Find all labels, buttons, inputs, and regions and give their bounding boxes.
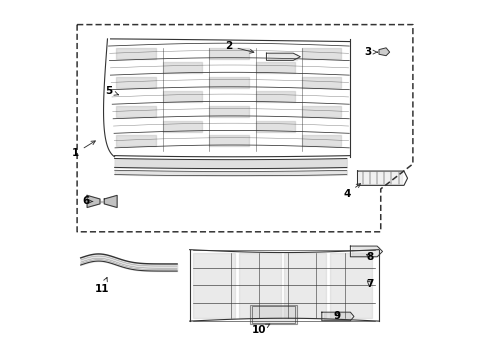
Polygon shape	[87, 195, 100, 207]
Bar	[252, 306, 295, 323]
Text: 8: 8	[367, 252, 374, 262]
Text: 7: 7	[367, 279, 374, 289]
Text: 2: 2	[225, 41, 254, 53]
Text: 10: 10	[251, 324, 270, 335]
Text: 4: 4	[343, 184, 361, 199]
Text: 1: 1	[72, 141, 96, 158]
Polygon shape	[104, 195, 117, 207]
Text: 3: 3	[365, 47, 377, 57]
Text: 5: 5	[106, 86, 119, 96]
Bar	[250, 305, 297, 324]
Text: 9: 9	[333, 311, 341, 321]
Text: 11: 11	[95, 278, 109, 294]
Polygon shape	[379, 48, 390, 56]
Text: 6: 6	[82, 197, 93, 206]
